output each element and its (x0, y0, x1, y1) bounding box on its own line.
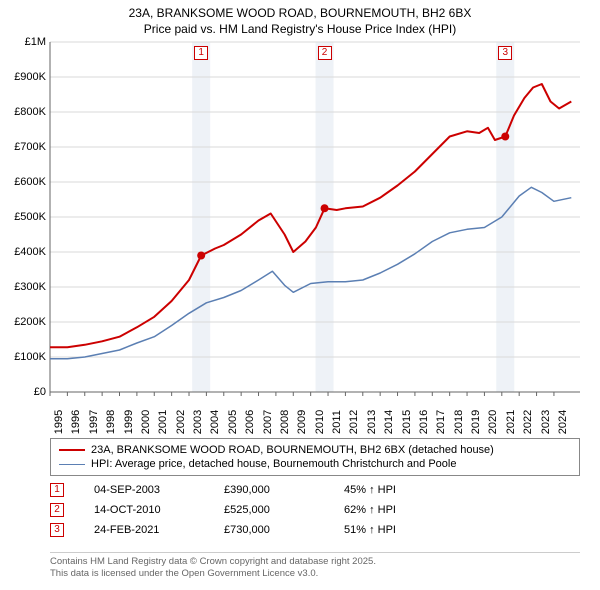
x-tick-label: 2005 (227, 410, 239, 434)
chart-svg (50, 42, 580, 392)
event-marker-1: 1 (50, 483, 64, 497)
x-tick-label: 2017 (435, 410, 447, 434)
legend-row-price: 23A, BRANKSOME WOOD ROAD, BOURNEMOUTH, B… (59, 443, 571, 457)
x-tick-label: 2006 (244, 410, 256, 434)
y-tick-label: £200K (14, 316, 46, 328)
footnote-line-2: This data is licensed under the Open Gov… (50, 568, 580, 580)
event-marker-box: 3 (498, 46, 512, 60)
x-tick-label: 2011 (331, 410, 343, 434)
x-tick-label: 2014 (383, 410, 395, 434)
footnote-line-1: Contains HM Land Registry data © Crown c… (50, 556, 580, 568)
chart-container: 23A, BRANKSOME WOOD ROAD, BOURNEMOUTH, B… (0, 0, 600, 590)
y-tick-label: £900K (14, 71, 46, 83)
x-tick-label: 2004 (209, 410, 221, 434)
y-tick-label: £400K (14, 246, 46, 258)
event-price-2: £525,000 (224, 504, 344, 516)
x-tick-label: 2008 (279, 410, 291, 434)
legend-swatch-price (59, 449, 85, 451)
y-tick-label: £1M (25, 36, 46, 48)
x-tick-label: 2021 (505, 410, 517, 434)
event-hpi-1: 45% ↑ HPI (344, 484, 464, 496)
x-tick-label: 2012 (348, 410, 360, 434)
y-tick-label: £700K (14, 141, 46, 153)
x-tick-label: 1996 (70, 410, 82, 434)
x-tick-label: 2002 (175, 410, 187, 434)
x-tick-label: 2018 (453, 410, 465, 434)
x-tick-label: 2010 (314, 410, 326, 434)
x-tick-label: 2020 (487, 410, 499, 434)
x-tick-label: 2016 (418, 410, 430, 434)
x-axis-labels: 1995 1996 1997 1998 1999 2000 2001 2002 2003 2004… (50, 394, 580, 434)
x-tick-label: 2007 (262, 410, 274, 434)
y-tick-label: £500K (14, 211, 46, 223)
event-row-2: 2 14-OCT-2010 £525,000 62% ↑ HPI (50, 500, 580, 520)
event-price-3: £730,000 (224, 524, 344, 536)
event-marker-2: 2 (50, 503, 64, 517)
title-line-1: 23A, BRANKSOME WOOD ROAD, BOURNEMOUTH, B… (0, 6, 600, 22)
y-tick-label: £800K (14, 106, 46, 118)
x-tick-label: 2019 (470, 410, 482, 434)
x-tick-label: 2024 (557, 410, 569, 434)
x-tick-label: 2000 (140, 410, 152, 434)
legend-label-price: 23A, BRANKSOME WOOD ROAD, BOURNEMOUTH, B… (91, 444, 494, 456)
footnote: Contains HM Land Registry data © Crown c… (50, 552, 580, 580)
y-tick-label: £0 (34, 386, 46, 398)
event-date-2: 14-OCT-2010 (94, 504, 224, 516)
y-tick-label: £300K (14, 281, 46, 293)
legend-row-hpi: HPI: Average price, detached house, Bour… (59, 457, 571, 471)
x-tick-label: 1995 (53, 410, 65, 434)
x-tick-label: 1998 (105, 410, 117, 434)
event-hpi-2: 62% ↑ HPI (344, 504, 464, 516)
x-tick-label: 1997 (88, 410, 100, 434)
chart-title: 23A, BRANKSOME WOOD ROAD, BOURNEMOUTH, B… (0, 0, 600, 41)
event-date-3: 24-FEB-2021 (94, 524, 224, 536)
y-axis-labels: £0£100K£200K£300K£400K£500K£600K£700K£80… (0, 42, 50, 392)
x-tick-label: 2001 (157, 410, 169, 434)
event-marker-3: 3 (50, 523, 64, 537)
event-marker-box: 1 (194, 46, 208, 60)
title-line-2: Price paid vs. HM Land Registry's House … (0, 22, 600, 38)
event-row-3: 3 24-FEB-2021 £730,000 51% ↑ HPI (50, 520, 580, 540)
legend: 23A, BRANKSOME WOOD ROAD, BOURNEMOUTH, B… (50, 438, 580, 476)
x-tick-label: 2003 (192, 410, 204, 434)
event-price-1: £390,000 (224, 484, 344, 496)
x-tick-label: 2015 (401, 410, 413, 434)
x-tick-label: 2009 (296, 410, 308, 434)
x-tick-label: 2023 (540, 410, 552, 434)
y-tick-label: £100K (14, 351, 46, 363)
events-table: 1 04-SEP-2003 £390,000 45% ↑ HPI 2 14-OC… (50, 480, 580, 540)
event-row-1: 1 04-SEP-2003 £390,000 45% ↑ HPI (50, 480, 580, 500)
x-tick-label: 2022 (522, 410, 534, 434)
legend-label-hpi: HPI: Average price, detached house, Bour… (91, 458, 456, 470)
event-hpi-3: 51% ↑ HPI (344, 524, 464, 536)
legend-swatch-hpi (59, 464, 85, 465)
event-date-1: 04-SEP-2003 (94, 484, 224, 496)
event-marker-box: 2 (318, 46, 332, 60)
y-tick-label: £600K (14, 176, 46, 188)
x-tick-label: 2013 (366, 410, 378, 434)
chart-plot-area: 1 2 3 (50, 42, 580, 392)
x-tick-label: 1999 (123, 410, 135, 434)
